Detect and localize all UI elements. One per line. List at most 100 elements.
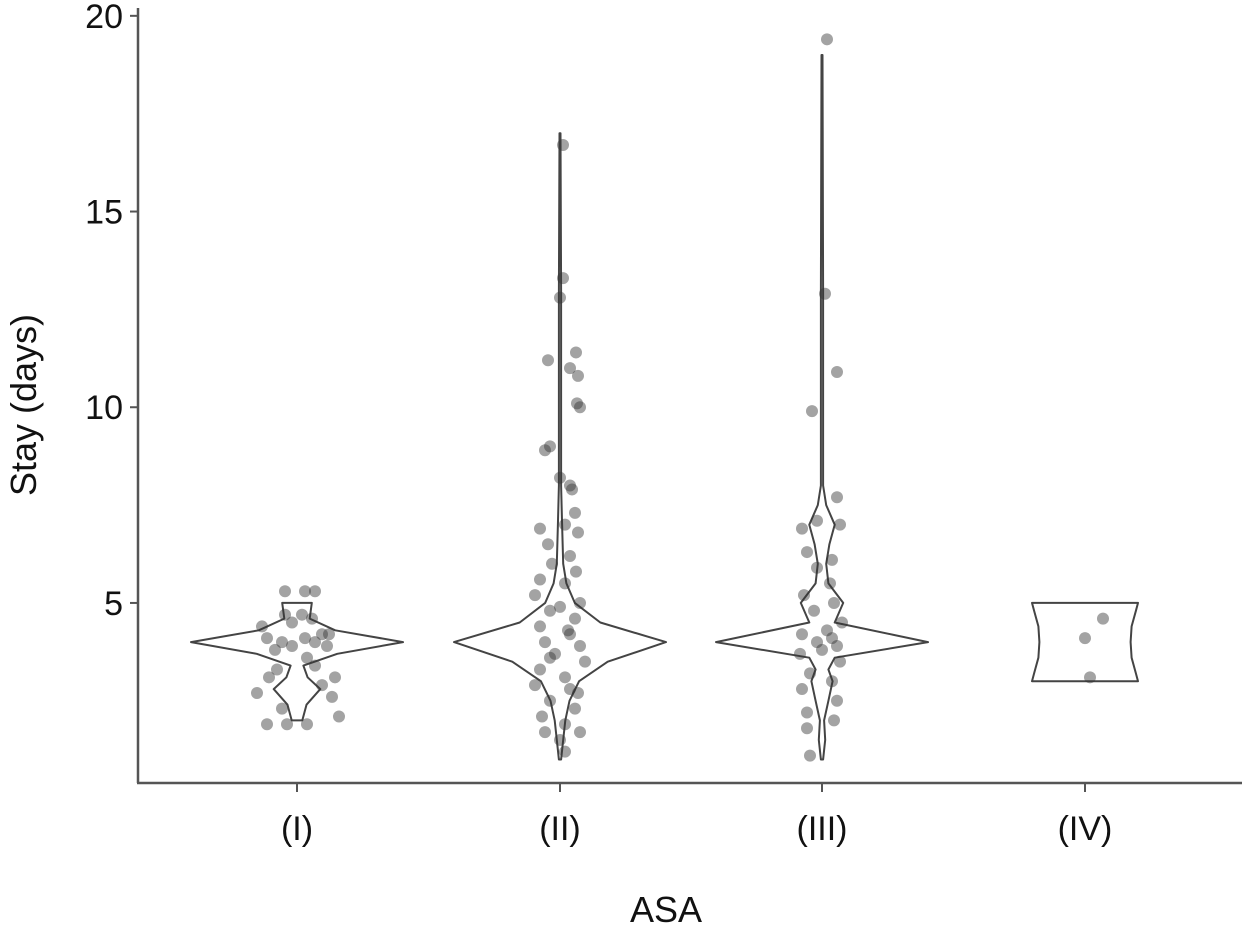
y-ticks: 5 10 15 20 bbox=[85, 0, 138, 623]
data-point bbox=[557, 138, 569, 151]
data-point bbox=[828, 714, 840, 727]
data-point bbox=[251, 686, 263, 699]
data-point bbox=[569, 702, 581, 715]
data-point bbox=[806, 405, 818, 418]
x-tick-label: (I) bbox=[281, 810, 313, 848]
data-point bbox=[306, 612, 318, 625]
data-point bbox=[276, 636, 288, 649]
data-point bbox=[557, 272, 569, 285]
data-point bbox=[542, 354, 554, 367]
data-point bbox=[299, 585, 311, 598]
x-tick-label: (III) bbox=[797, 810, 848, 848]
data-point bbox=[309, 636, 321, 649]
data-point bbox=[301, 718, 313, 731]
data-point bbox=[309, 659, 321, 672]
data-point bbox=[549, 647, 561, 660]
data-point bbox=[323, 628, 335, 641]
data-point bbox=[333, 710, 345, 723]
data-point bbox=[554, 600, 566, 613]
data-point bbox=[1097, 612, 1109, 625]
data-point bbox=[544, 694, 556, 707]
data-point bbox=[534, 620, 546, 633]
data-point bbox=[263, 671, 275, 684]
data-point bbox=[1079, 632, 1091, 645]
data-point bbox=[559, 718, 571, 731]
data-point bbox=[570, 565, 582, 578]
data-point bbox=[804, 749, 816, 762]
data-point bbox=[794, 647, 806, 660]
data-point bbox=[819, 287, 831, 300]
data-point bbox=[564, 362, 576, 375]
data-point bbox=[559, 745, 571, 758]
data-point bbox=[271, 663, 283, 676]
data-point bbox=[574, 726, 586, 739]
data-point bbox=[571, 397, 583, 410]
y-tick-label: 20 bbox=[85, 0, 123, 36]
x-tick-label: (II) bbox=[539, 810, 581, 848]
violin-3 bbox=[715, 54, 929, 761]
data-point bbox=[534, 573, 546, 586]
data-point bbox=[554, 733, 566, 746]
data-point bbox=[559, 577, 571, 590]
data-point bbox=[821, 33, 833, 46]
data-point bbox=[269, 643, 281, 656]
data-point bbox=[826, 553, 838, 566]
data-point bbox=[536, 710, 548, 723]
data-point bbox=[804, 667, 816, 680]
data-point bbox=[826, 675, 838, 688]
data-point bbox=[836, 616, 848, 629]
data-point bbox=[256, 620, 268, 633]
data-point bbox=[579, 655, 591, 668]
jitter-points bbox=[251, 33, 1109, 762]
data-point bbox=[569, 612, 581, 625]
data-point bbox=[281, 718, 293, 731]
data-point bbox=[796, 628, 808, 641]
data-point bbox=[798, 589, 810, 602]
data-point bbox=[808, 604, 820, 617]
data-point bbox=[828, 596, 840, 609]
data-point bbox=[564, 479, 576, 492]
violins bbox=[190, 54, 1139, 761]
data-point bbox=[544, 651, 556, 664]
data-point bbox=[296, 608, 308, 621]
data-point bbox=[811, 636, 823, 649]
data-point bbox=[572, 686, 584, 699]
data-point bbox=[286, 616, 298, 629]
data-point bbox=[834, 655, 846, 668]
data-point bbox=[564, 628, 576, 641]
data-point bbox=[261, 718, 273, 731]
data-point bbox=[279, 585, 291, 598]
data-point bbox=[574, 596, 586, 609]
data-point bbox=[539, 636, 551, 649]
data-point bbox=[546, 557, 558, 570]
data-point bbox=[831, 491, 843, 504]
y-axis-label: Stay (days) bbox=[3, 314, 44, 496]
data-point bbox=[309, 585, 321, 598]
data-point bbox=[554, 471, 566, 484]
data-point bbox=[276, 702, 288, 715]
data-point bbox=[831, 640, 843, 653]
data-point bbox=[801, 722, 813, 735]
data-point bbox=[542, 538, 554, 551]
y-tick-label: 5 bbox=[104, 585, 123, 623]
y-tick-label: 15 bbox=[85, 194, 123, 232]
data-point bbox=[574, 640, 586, 653]
data-point bbox=[299, 632, 311, 645]
data-point bbox=[529, 679, 541, 692]
data-point bbox=[316, 628, 328, 641]
x-axis-label: ASA bbox=[630, 889, 702, 930]
data-point bbox=[811, 514, 823, 527]
data-point bbox=[1084, 671, 1096, 684]
data-point bbox=[559, 518, 571, 531]
data-point bbox=[801, 706, 813, 719]
x-ticks: (I) (II) (III) (IV) bbox=[281, 783, 1112, 848]
data-point bbox=[544, 440, 556, 453]
data-point bbox=[811, 561, 823, 574]
data-point bbox=[826, 632, 838, 645]
data-point bbox=[534, 663, 546, 676]
data-point bbox=[544, 604, 556, 617]
y-tick-label: 10 bbox=[85, 389, 123, 427]
data-point bbox=[301, 651, 313, 664]
violin-2 bbox=[453, 132, 667, 761]
